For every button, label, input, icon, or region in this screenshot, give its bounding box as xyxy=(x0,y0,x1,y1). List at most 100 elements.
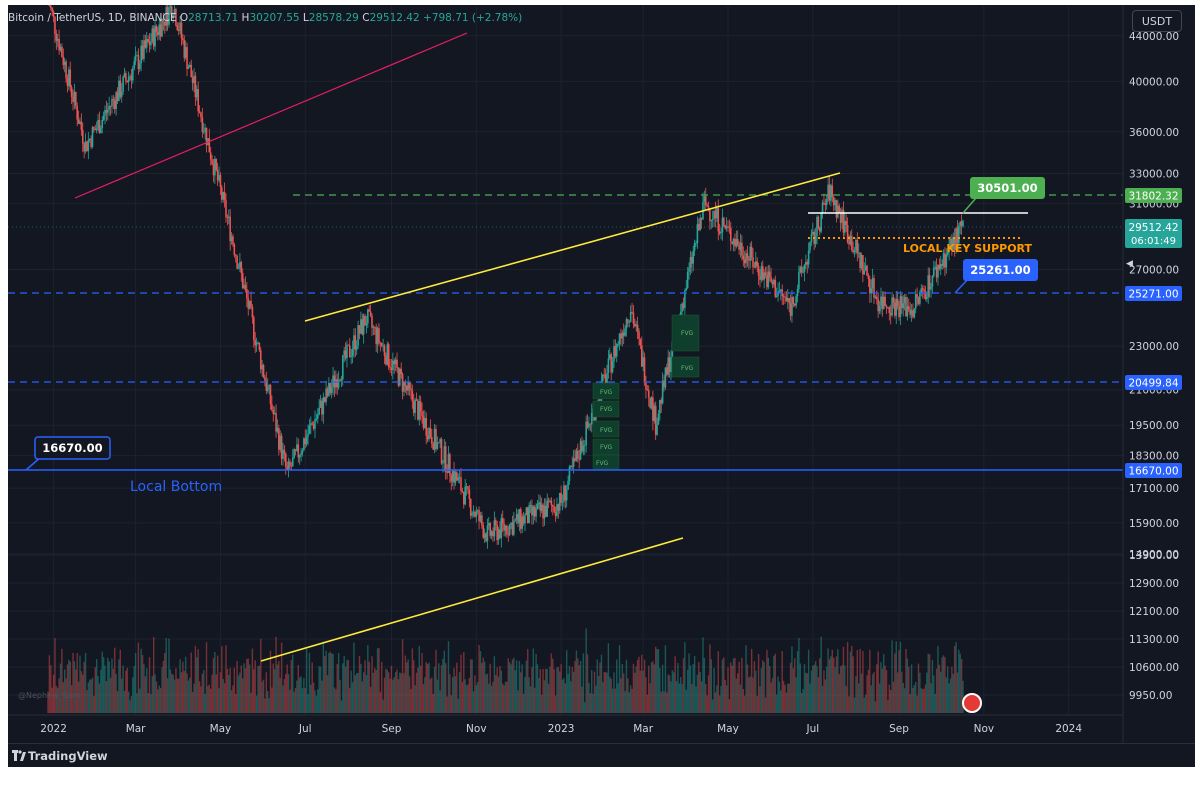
volume-bar xyxy=(513,657,515,713)
pink-trendline[interactable] xyxy=(74,32,468,199)
candle-body xyxy=(243,284,245,289)
volume-bar xyxy=(169,669,172,713)
volume-bar xyxy=(194,645,197,713)
candle-body xyxy=(632,312,635,324)
volume-bar xyxy=(916,695,918,713)
volume-bar xyxy=(592,693,594,713)
volume-bar xyxy=(860,673,863,713)
candle-body xyxy=(649,397,651,408)
volume-bar xyxy=(663,691,665,713)
yellow-trendline-volume[interactable] xyxy=(260,537,684,662)
volume-bar xyxy=(404,655,407,713)
candle-body xyxy=(860,255,863,269)
candle-body xyxy=(703,196,706,202)
candle-body xyxy=(269,385,272,405)
chart-frame[interactable]: FVG FVG FVG FVG FVG FVG FVG LOCAL KEY SU… xyxy=(8,5,1195,767)
yellow-trendline-price[interactable] xyxy=(304,172,841,322)
volume-bar xyxy=(101,651,103,713)
callout-16670[interactable]: 16670.00 xyxy=(25,436,111,471)
volume-bar xyxy=(622,673,625,713)
volume-bar xyxy=(111,658,113,713)
candle-body xyxy=(581,440,583,452)
volume-bar xyxy=(207,685,209,713)
price-chart[interactable]: FVG FVG FVG FVG FVG FVG FVG LOCAL KEY SU… xyxy=(8,5,1195,767)
currency-button[interactable]: USDT xyxy=(1132,10,1182,32)
volume-bar xyxy=(400,673,402,713)
price-axis[interactable]: 44000.0040000.0036000.0033000.0031000.00… xyxy=(1129,31,1179,702)
candle-body xyxy=(518,509,521,524)
candle-body xyxy=(421,411,423,417)
volume-bar xyxy=(528,677,530,713)
x-tick-label: Jul xyxy=(298,723,312,735)
volume-bar xyxy=(269,650,272,713)
volume-bar xyxy=(360,663,362,713)
y-tick-label: 14900.00 xyxy=(1129,549,1179,561)
volume-bar xyxy=(671,670,674,713)
candle-body xyxy=(554,511,557,517)
tradingview-footer[interactable]: TradingView xyxy=(8,743,1195,767)
volume-bar xyxy=(536,664,539,713)
candle-body xyxy=(276,428,279,432)
volume-bar xyxy=(144,676,147,713)
candle-body xyxy=(382,345,384,347)
candle-body xyxy=(831,185,834,197)
candle-body xyxy=(536,503,539,509)
candle-body xyxy=(825,199,828,206)
candle-body xyxy=(659,399,661,414)
volume-bar xyxy=(322,641,325,713)
candle-body xyxy=(820,213,822,232)
volume-bar xyxy=(692,664,694,713)
candle-body xyxy=(394,359,397,365)
callout-25261[interactable]: 25261.00 xyxy=(954,259,1038,294)
candle-body xyxy=(585,421,587,446)
time-axis[interactable]: 2022 Mar May Jul Sep Nov 2023 Mar May Jul Sep Nov 20… xyxy=(40,723,1082,735)
callout-30501[interactable]: 30501.00 xyxy=(962,177,1045,214)
volume-bar xyxy=(168,638,170,713)
volume-bar xyxy=(48,655,51,713)
volume-bar xyxy=(812,665,814,713)
candle-body xyxy=(575,450,578,461)
candle-body xyxy=(723,217,725,226)
candle-body xyxy=(437,442,440,444)
volume-bar xyxy=(518,660,521,713)
volume-bar xyxy=(349,687,351,713)
candle-body xyxy=(173,9,176,15)
candle-body xyxy=(408,381,411,389)
volume-bar xyxy=(481,662,483,713)
volume-bar xyxy=(250,692,252,713)
candle-body xyxy=(763,272,765,280)
candle-body xyxy=(927,275,930,297)
candle-body xyxy=(806,261,809,265)
candle-body xyxy=(362,315,365,335)
volume-bar xyxy=(325,650,327,713)
candle-body xyxy=(134,55,137,62)
candle-body xyxy=(430,437,433,444)
fvg-label: FVG xyxy=(596,460,609,467)
price-label-25271: 25271.00 xyxy=(1125,286,1182,301)
volume-bar xyxy=(475,685,477,713)
candle-body xyxy=(475,511,478,517)
volume-bar xyxy=(308,652,311,713)
volume-bar xyxy=(446,696,448,713)
candle-body xyxy=(198,111,201,113)
candle-body xyxy=(268,385,270,387)
volume-bar xyxy=(261,681,263,713)
candle-body xyxy=(289,461,291,466)
candle-body xyxy=(403,381,405,392)
candle-body xyxy=(353,335,355,349)
candle-body xyxy=(212,164,215,176)
volume-bar xyxy=(146,668,148,713)
volume-bar xyxy=(197,649,199,713)
volume-bar xyxy=(233,667,236,713)
volume-bar xyxy=(240,665,242,713)
volume-bar xyxy=(390,665,393,713)
volume-bar xyxy=(123,690,126,713)
candle-body xyxy=(462,491,465,505)
volume-bar xyxy=(357,672,359,713)
volume-bar xyxy=(133,666,135,713)
us-flag-icon[interactable] xyxy=(962,693,982,713)
candle-body xyxy=(496,524,498,541)
symbol-legend[interactable]: Bitcoin / TetherUS, 1D, BINANCE O28713.7… xyxy=(8,12,522,24)
candle-body xyxy=(401,373,404,392)
candle-body xyxy=(323,397,326,402)
